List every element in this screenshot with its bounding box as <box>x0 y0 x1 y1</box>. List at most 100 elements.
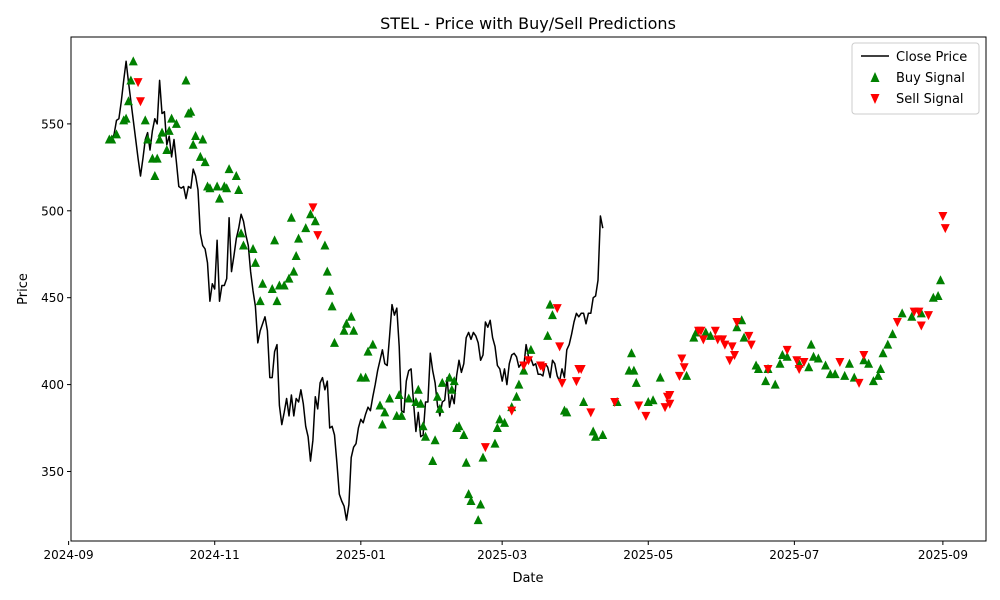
x-tick-label: 2024-09 <box>44 548 94 562</box>
buy-signal-marker <box>171 118 181 128</box>
sell-signal-marker <box>892 318 902 328</box>
sell-signal-marker <box>698 335 708 345</box>
buy-signal-marker <box>416 398 426 408</box>
buy-signal-marker <box>626 348 636 358</box>
buy-signal-marker <box>150 171 160 181</box>
x-tick-label: 2025-03 <box>477 548 527 562</box>
sell-signal-marker <box>519 361 529 371</box>
sell-signal-marker <box>665 399 675 409</box>
buy-signal-marker <box>682 370 692 380</box>
sell-signal-marker <box>571 377 581 387</box>
sell-signal-marker <box>732 318 742 328</box>
buy-signal-marker <box>128 56 138 66</box>
x-tick-label: 2024-11 <box>190 548 240 562</box>
buy-signal-marker <box>320 240 330 250</box>
buy-signal-marker <box>770 379 780 389</box>
sell-signal-marker <box>854 378 864 388</box>
buy-signal-marker <box>447 384 457 394</box>
sell-signal-marker <box>610 397 620 407</box>
buy-signal-marker <box>236 228 246 238</box>
sell-signal-marker <box>557 378 567 388</box>
buy-signal-marker <box>547 310 557 320</box>
buy-signal-marker <box>162 144 172 154</box>
buy-signal-marker <box>907 311 917 321</box>
buy-signal-marker <box>222 183 232 193</box>
y-tick-label: 500 <box>41 204 64 218</box>
buy-signal-marker <box>737 315 747 325</box>
sell-signal-marker <box>135 97 145 107</box>
buy-signal-marker <box>306 209 316 219</box>
buy-signal-marker <box>301 223 311 233</box>
buy-signal-marker <box>490 438 500 448</box>
buy-signal-marker <box>782 351 792 361</box>
legend-buy-signal: Buy Signal <box>896 71 965 86</box>
buy-signal-marker <box>339 325 349 335</box>
sell-signal-marker <box>576 364 586 374</box>
buy-signal-marker <box>212 181 222 191</box>
buy-signal-marker <box>689 332 699 342</box>
sell-signal-marker <box>859 351 869 361</box>
sell-signal-marker <box>641 411 651 421</box>
buy-signal-marker <box>279 280 289 290</box>
sell-signal-marker <box>660 403 670 413</box>
buy-signal-marker <box>598 429 608 439</box>
y-tick-label: 450 <box>41 291 64 305</box>
buy-signal-marker <box>255 296 265 306</box>
buy-signal-marker <box>500 417 510 427</box>
sell-signal-marker <box>924 311 934 321</box>
buy-signal-marker <box>368 339 378 349</box>
y-tick-label: 350 <box>41 465 64 479</box>
buy-signal-marker <box>428 456 438 466</box>
sell-signal-marker <box>916 321 926 331</box>
buy-signal-marker <box>205 183 215 193</box>
buy-signal-marker <box>449 376 459 386</box>
buy-signal-marker <box>284 273 294 283</box>
buy-signal-marker <box>432 391 442 401</box>
legend-close-price: Close Price <box>896 50 967 65</box>
y-axis: 350 400 450 500 550 <box>41 117 71 479</box>
buy-signal-marker <box>444 372 454 382</box>
sell-signal-marker <box>792 356 802 366</box>
buy-signal-marker <box>888 329 898 339</box>
buy-signal-marker <box>806 339 816 349</box>
sell-signal-marker <box>744 331 754 341</box>
buy-signal-marker <box>454 421 464 431</box>
sell-signal-marker <box>763 364 773 374</box>
buy-signal-marker <box>191 131 201 141</box>
sell-signal-marker <box>725 356 735 366</box>
sell-signal-marker <box>308 203 318 213</box>
sell-signal-marker <box>524 356 533 366</box>
sell-signal-marker <box>794 364 804 374</box>
buy-signal-marker <box>648 395 658 405</box>
buy-signal-marker <box>739 332 749 342</box>
buy-signal-marker <box>385 393 395 403</box>
sell-signal-marker <box>938 212 948 222</box>
sell-signal-marker <box>835 357 845 367</box>
sell-signal-marker <box>729 351 739 361</box>
sell-signal-marker <box>313 231 323 241</box>
buy-signal-marker <box>897 308 907 318</box>
buy-signal-marker <box>830 369 840 379</box>
buy-signal-marker <box>512 391 522 401</box>
y-tick-label: 400 <box>41 378 64 392</box>
buy-signal-marker <box>478 452 488 462</box>
buy-signal-marker <box>363 346 373 356</box>
buy-signal-marker <box>329 337 339 347</box>
buy-signal-marker <box>397 410 407 420</box>
buy-signal-marker <box>112 129 122 139</box>
sell-signal-marker <box>914 307 924 317</box>
buy-signal-marker <box>878 348 888 358</box>
buy-signal-marker <box>167 113 177 123</box>
plot-area <box>104 56 950 525</box>
sell-signal-marker <box>718 335 728 345</box>
buy-signal-marker <box>291 250 301 260</box>
sell-signal-marker <box>679 363 689 373</box>
buy-signal-marker <box>272 296 282 306</box>
buy-signal-marker <box>143 134 153 144</box>
buy-signal-marker <box>200 157 210 167</box>
sell-signal-marker <box>940 224 950 234</box>
buy-signal-marker <box>411 396 421 406</box>
buy-signal-marker <box>375 400 385 410</box>
buy-signal-marker <box>224 164 234 174</box>
